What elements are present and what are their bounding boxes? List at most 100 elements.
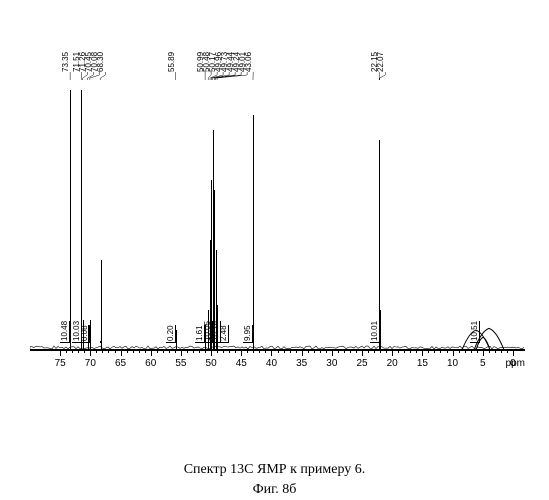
axis-tick-label: 75 <box>55 358 66 369</box>
axis-minor-tick <box>205 350 206 353</box>
axis-minor-tick <box>127 350 128 353</box>
axis-tick <box>271 350 272 356</box>
axis-tick-label: 10 <box>447 358 458 369</box>
axis-minor-tick <box>157 350 158 353</box>
axis-minor-tick <box>265 350 266 353</box>
integral-value-label: 0.20 <box>166 325 176 343</box>
caption-superscript: 13 <box>230 462 244 477</box>
integral-value-label: 10.48 <box>60 321 70 343</box>
axis-tick <box>90 350 91 356</box>
axis-tick-label: 70 <box>85 358 96 369</box>
axis-tick <box>513 350 514 356</box>
figure-caption-line1: Спектр 13C ЯМР к примеру 6. <box>0 462 549 478</box>
axis-unit-label: ppm <box>506 358 525 369</box>
integral-value-label <box>100 341 101 343</box>
peak-ppm-label: 55.89 <box>167 52 176 72</box>
axis-minor-tick <box>459 350 460 353</box>
axis-minor-tick <box>501 350 502 353</box>
integral-value-label: 10.01 <box>370 321 380 343</box>
axis-minor-tick <box>66 350 67 353</box>
axis-minor-tick <box>404 350 405 353</box>
axis-tick-label: 25 <box>356 358 367 369</box>
axis-minor-tick <box>416 350 417 353</box>
axis-minor-tick <box>477 350 478 353</box>
axis-minor-tick <box>465 350 466 353</box>
axis-tick <box>483 350 484 356</box>
axis-minor-tick <box>133 350 134 353</box>
axis-minor-tick <box>96 350 97 353</box>
caption-prefix: Спектр <box>184 462 230 477</box>
axis-minor-tick <box>314 350 315 353</box>
axis-minor-tick <box>386 350 387 353</box>
axis-minor-tick <box>259 350 260 353</box>
axis-minor-tick <box>368 350 369 353</box>
axis-tick-label: 5 <box>480 358 486 369</box>
axis-minor-tick <box>102 350 103 353</box>
axis-minor-tick <box>115 350 116 353</box>
axis-tick-label: 65 <box>115 358 126 369</box>
axis-tick-label: 60 <box>145 358 156 369</box>
nmr-plot: 73.3571.5171.2670.4570.0868.3055.8950.99… <box>30 10 525 400</box>
axis-minor-tick <box>338 350 339 353</box>
axis-minor-tick <box>139 350 140 353</box>
integral-value-label: 2.48 <box>219 325 229 343</box>
axis-minor-tick <box>290 350 291 353</box>
caption-rest: C ЯМР к примеру 6. <box>244 462 365 477</box>
axis-tick <box>422 350 423 356</box>
axis-tick <box>392 350 393 356</box>
axis-tick <box>453 350 454 356</box>
peak-ppm-label: 73.35 <box>61 52 70 72</box>
axis-minor-tick <box>169 350 170 353</box>
axis-tick <box>302 350 303 356</box>
axis-minor-tick <box>145 350 146 353</box>
peak-ppm-label: 43.06 <box>244 52 253 72</box>
integral-labels: 10.4810.030.080.201.6110.0510.282.489.95… <box>30 309 525 345</box>
peak-label-group: 73.3571.5171.2670.4570.0868.3055.8950.99… <box>30 10 525 80</box>
axis-minor-tick <box>278 350 279 353</box>
axis-minor-tick <box>326 350 327 353</box>
axis-minor-tick <box>284 350 285 353</box>
x-axis: 757065605550454035302520151050 ppm <box>30 350 525 390</box>
axis-minor-tick <box>78 350 79 353</box>
axis-minor-tick <box>344 350 345 353</box>
integral-value-label: 10.51 <box>470 321 480 343</box>
axis-minor-tick <box>84 350 85 353</box>
axis-tick-label: 55 <box>175 358 186 369</box>
axis-minor-tick <box>495 350 496 353</box>
axis-minor-tick <box>434 350 435 353</box>
axis-minor-tick <box>108 350 109 353</box>
axis-tick <box>332 350 333 356</box>
peak-label-connectors <box>30 72 525 80</box>
axis-minor-tick <box>489 350 490 353</box>
integral-value-label: 0.08 <box>80 325 90 343</box>
axis-minor-tick <box>398 350 399 353</box>
axis-tick <box>181 350 182 356</box>
axis-minor-tick <box>471 350 472 353</box>
peak-ppm-label: 22.07 <box>376 52 385 72</box>
axis-tick-label: 45 <box>236 358 247 369</box>
axis-tick <box>241 350 242 356</box>
figure-container: 73.3571.5171.2670.4570.0868.3055.8950.99… <box>0 0 549 500</box>
axis-tick-label: 40 <box>266 358 277 369</box>
axis-minor-tick <box>217 350 218 353</box>
axis-minor-tick <box>199 350 200 353</box>
axis-tick <box>121 350 122 356</box>
axis-minor-tick <box>72 350 73 353</box>
axis-minor-tick <box>507 350 508 353</box>
axis-minor-tick <box>308 350 309 353</box>
axis-minor-tick <box>320 350 321 353</box>
axis-minor-tick <box>235 350 236 353</box>
peak-ppm-label: 68.30 <box>96 52 105 72</box>
axis-tick <box>151 350 152 356</box>
axis-minor-tick <box>229 350 230 353</box>
axis-tick <box>362 350 363 356</box>
axis-tick-label: 35 <box>296 358 307 369</box>
axis-minor-tick <box>223 350 224 353</box>
axis-minor-tick <box>163 350 164 353</box>
axis-minor-tick <box>447 350 448 353</box>
axis-tick <box>60 350 61 356</box>
axis-minor-tick <box>440 350 441 353</box>
axis-tick-label: 20 <box>387 358 398 369</box>
axis-tick <box>211 350 212 356</box>
axis-minor-tick <box>350 350 351 353</box>
